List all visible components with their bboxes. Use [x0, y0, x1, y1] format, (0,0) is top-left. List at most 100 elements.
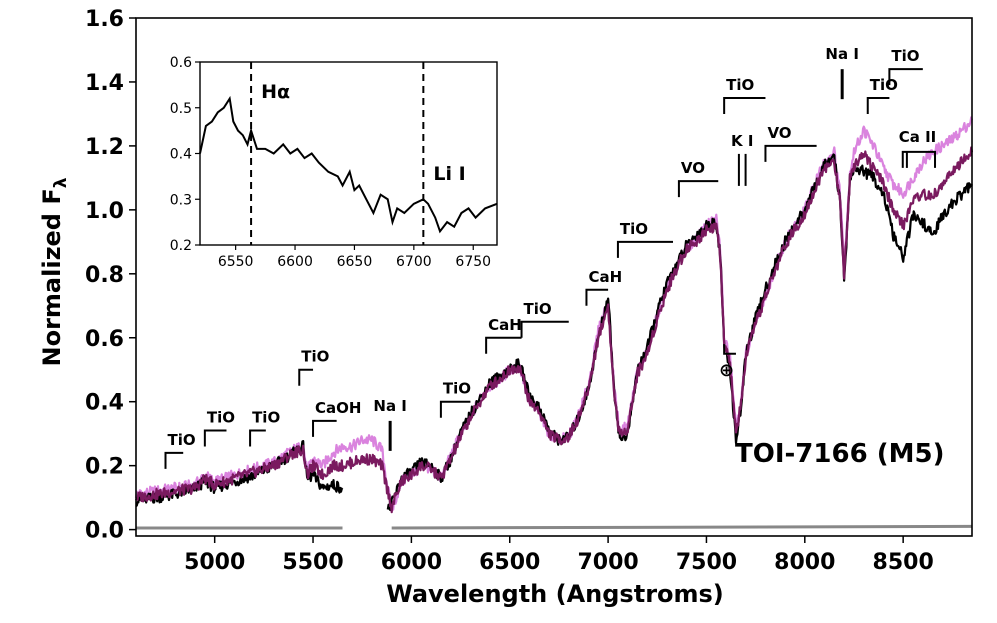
feature-vo: VO [764, 124, 817, 162]
y-axis-label: Normalized Fλ [38, 177, 71, 366]
spectrum-series-3 [134, 146, 974, 514]
inset-x-tick-label: 6550 [218, 254, 254, 270]
feature-label: TiO [726, 76, 754, 94]
feature-label: CaH [588, 268, 622, 286]
inset-frame [199, 61, 498, 246]
telluric-bracket [723, 344, 736, 355]
feature-label: TiO [252, 408, 280, 426]
y-tick-label: 0.0 [85, 519, 124, 544]
feature-label: TiO [870, 76, 898, 94]
feature-k-i: K I [731, 132, 753, 186]
feature-label: TiO [168, 431, 196, 449]
feature-tio: TiO [249, 408, 280, 447]
y-axis-label-subscript: λ [51, 177, 71, 188]
feature-label: CaH [488, 316, 522, 334]
feature-label: TiO [891, 47, 919, 65]
bracket-mark [723, 96, 766, 114]
feature-cah: CaH [485, 316, 522, 354]
feature-label: Ca II [899, 128, 937, 146]
feature-label: Na I [825, 45, 858, 63]
feature-ca-ii: Ca II [899, 128, 937, 168]
feature-na-i: Na I [373, 397, 407, 451]
y-tick-label: 0.6 [85, 327, 124, 352]
axes: 5000 5500 6000 6500 7000 7500 8000 8500 0.0 0.2 0.… [85, 7, 973, 575]
inset-marker-label: Li I [433, 163, 465, 185]
bracket-mark [866, 96, 890, 114]
bracket-mark [616, 240, 674, 258]
inset-chart: Hα Li I 6550 6600 6650 6700 6750 0.2 0.3 0.4 0.5 0.… [170, 55, 498, 270]
bracket-mark [439, 400, 471, 418]
inset-x-tick-label: 6650 [337, 254, 373, 270]
inset-y-tick-label: 0.4 [170, 147, 192, 163]
y-tick-label: 1.4 [85, 71, 124, 96]
x-tick-label: 7000 [577, 550, 638, 575]
y-tick-label: 0.2 [85, 455, 124, 480]
inset-y-tick-label: 0.6 [170, 55, 192, 71]
feature-tio: TiO [888, 47, 923, 86]
bracket-mark [520, 320, 569, 338]
inset-marker-label: Hα [261, 81, 290, 103]
feature-label: TiO [524, 300, 552, 318]
inset-series [199, 95, 498, 234]
feature-tio: TiO [439, 380, 471, 418]
y-axis-label-main: Normalized F [38, 188, 66, 366]
bracket-mark [249, 429, 266, 447]
feature-label: TiO [620, 220, 648, 238]
bracket-mark [585, 288, 609, 306]
inset-x-tick-label: 6750 [455, 254, 491, 270]
bracket-mark [677, 180, 719, 198]
x-tick-label: 5000 [184, 550, 245, 575]
x-tick-label: 6500 [479, 550, 540, 575]
y-tick-label: 1.0 [85, 199, 124, 224]
bracket-mark [164, 451, 184, 469]
bracket-mark [298, 368, 314, 386]
chart-marks [134, 116, 974, 530]
bracket-mark [485, 336, 522, 354]
y-tick-label: 0.8 [85, 263, 124, 288]
uncertainty-line-2 [391, 524, 973, 530]
feature-label: TiO [207, 408, 235, 426]
feature-label: K I [731, 132, 753, 150]
y-tick-label: 1.2 [85, 135, 124, 160]
bracket-mark [901, 150, 937, 168]
telluric-symbol: ⊕ [719, 360, 734, 381]
bracket-mark [764, 144, 817, 162]
inset-y-tick-label: 0.3 [170, 192, 192, 208]
x-tick-label: 8500 [873, 550, 934, 575]
plot-frame [135, 17, 973, 537]
feature-na-i: Na I [825, 45, 859, 100]
feature-label: TiO [443, 380, 471, 398]
feature-label: VO [767, 124, 791, 142]
feature-vo: VO [677, 159, 719, 198]
feature-label: CaOH [315, 399, 361, 417]
inset-x-tick-label: 6600 [277, 254, 313, 270]
feature-tio: TiO [203, 408, 235, 447]
y-tick-label: 0.4 [85, 391, 124, 416]
inset-x-tick-label: 6700 [396, 254, 432, 270]
feature-tio: TiO [164, 431, 196, 469]
feature-cah: CaH [585, 268, 622, 306]
x-tick-label: 5500 [282, 550, 343, 575]
x-tick-label: 7500 [676, 550, 737, 575]
feature-label: TiO [301, 348, 329, 366]
bracket-mark [888, 68, 923, 86]
inset-y-tick-label: 0.2 [170, 238, 192, 254]
x-tick-label: 6000 [381, 550, 442, 575]
bracket-mark [203, 429, 227, 447]
feature-tio: TiO [298, 348, 329, 386]
y-tick-label: 1.6 [85, 7, 124, 32]
feature-tio: TiO [520, 300, 569, 338]
feature-label: Na I [373, 397, 406, 415]
target-label: TOI-7166 (M5) [735, 439, 944, 469]
feature-caoh: CaOH [312, 399, 361, 437]
feature-label: VO [681, 159, 705, 177]
x-tick-label: 8000 [774, 550, 835, 575]
feature-tio: TiO [616, 220, 674, 258]
bracket-mark [312, 419, 337, 437]
inset-y-tick-label: 0.5 [170, 101, 192, 117]
feature-tio: TiO [723, 76, 766, 114]
x-axis-label: Wavelength (Angstroms) [386, 580, 724, 608]
feature-tio: TiO [866, 76, 898, 114]
